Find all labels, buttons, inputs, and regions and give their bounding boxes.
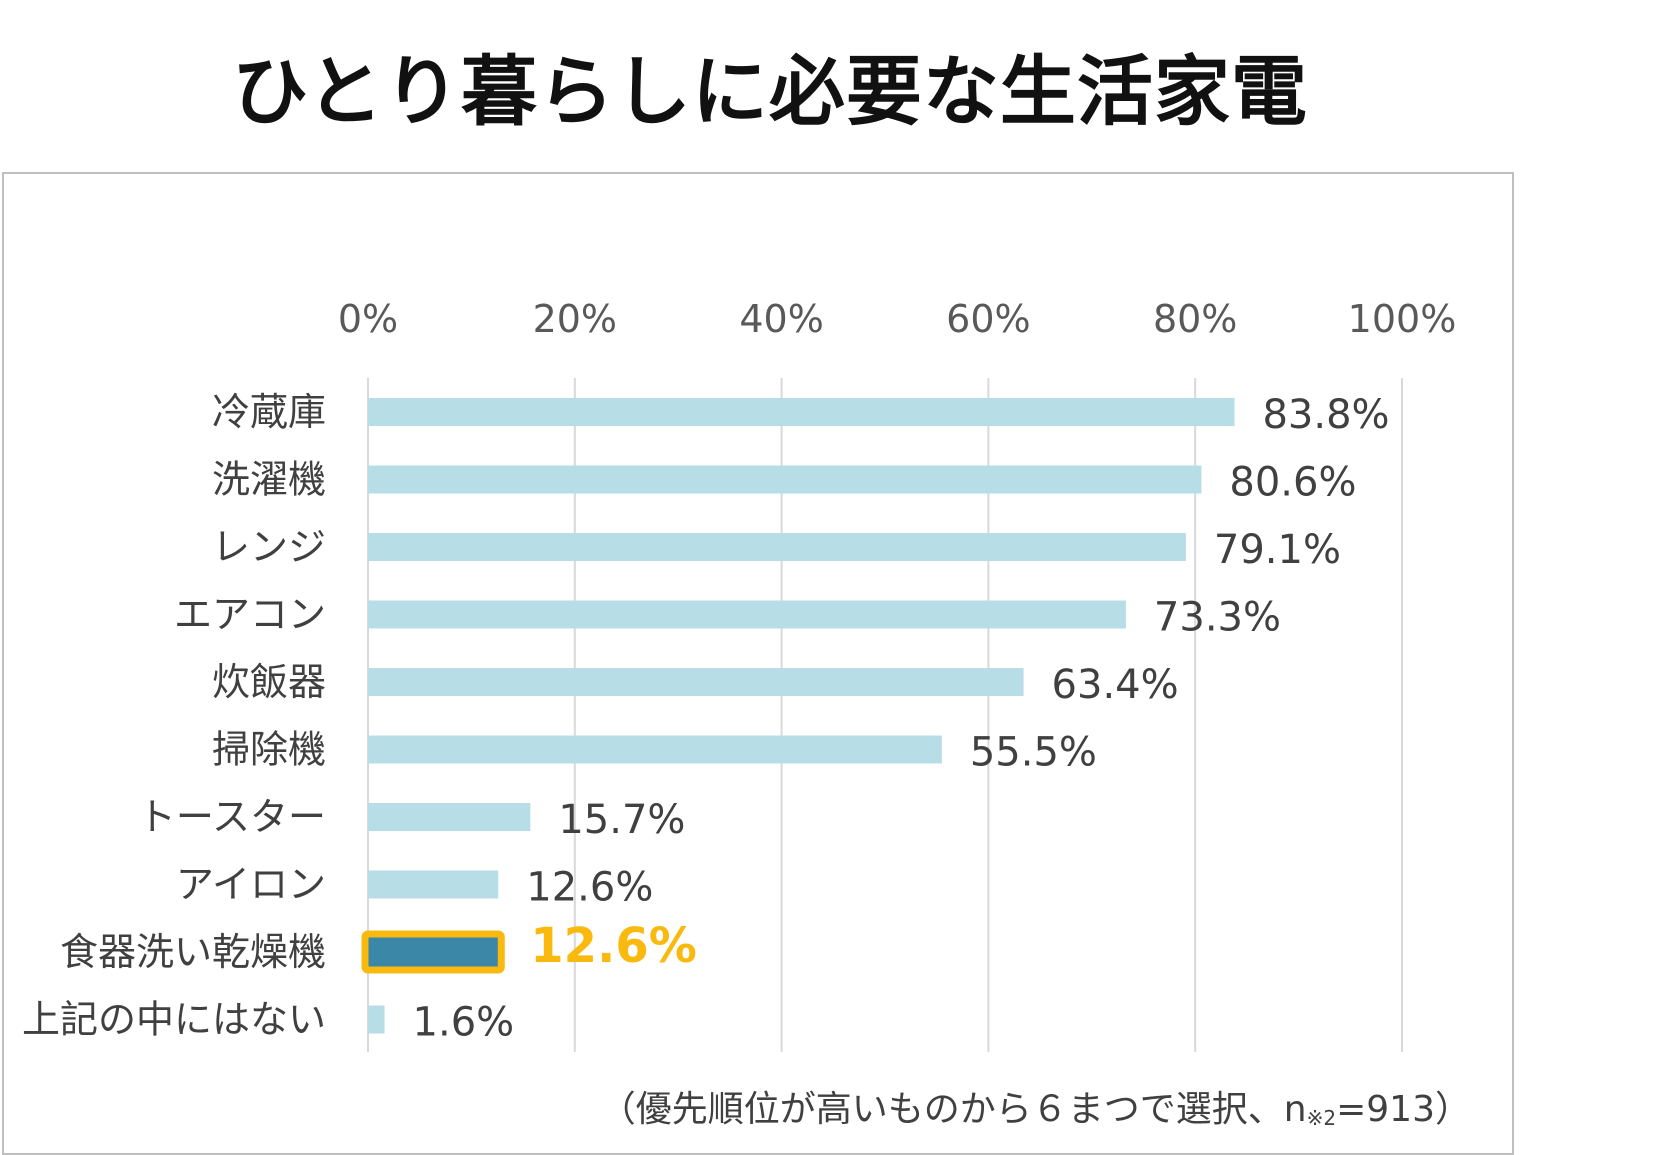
category-label: 上記の中にはない bbox=[22, 998, 326, 1042]
category-label: 食器洗い乾燥機 bbox=[60, 930, 326, 974]
category-label: エアコン bbox=[174, 593, 326, 637]
category-label: 炊飯器 bbox=[212, 660, 326, 704]
bar bbox=[368, 870, 499, 899]
footnote-sub: ※2 bbox=[1306, 1106, 1337, 1130]
bar bbox=[368, 668, 1024, 696]
category-label: 洗濯機 bbox=[212, 458, 326, 502]
value-label: 1.6% bbox=[413, 1000, 515, 1046]
bar bbox=[368, 533, 1186, 561]
x-tick-label: 20% bbox=[533, 297, 617, 341]
value-label: 63.4% bbox=[1052, 662, 1179, 708]
bar bbox=[368, 1005, 385, 1034]
value-label: 55.5% bbox=[970, 730, 1097, 776]
bar bbox=[368, 465, 1202, 494]
x-tick-label: 0% bbox=[338, 297, 398, 341]
category-label: トースター bbox=[138, 795, 326, 839]
category-label: 掃除機 bbox=[212, 728, 326, 772]
bar bbox=[368, 735, 942, 764]
chart-frame bbox=[2, 172, 1514, 1155]
category-label: レンジ bbox=[212, 525, 326, 569]
bar-highlighted bbox=[361, 930, 505, 974]
bar bbox=[368, 398, 1235, 426]
value-label: 79.1% bbox=[1214, 527, 1341, 573]
category-label: 冷蔵庫 bbox=[212, 390, 326, 434]
value-label: 12.6% bbox=[530, 918, 697, 974]
footnote-suffix: =913） bbox=[1336, 1089, 1471, 1130]
chart-title: ひとり暮らしに必要な生活家電 bbox=[232, 47, 1308, 136]
x-tick-label: 100% bbox=[1348, 297, 1457, 341]
bar bbox=[368, 600, 1126, 629]
value-label: 12.6% bbox=[526, 865, 653, 911]
value-label: 80.6% bbox=[1229, 460, 1356, 506]
footnote-prefix: （優先順位が高いものから６まつで選択、n bbox=[599, 1089, 1307, 1130]
chart-footnote: （優先順位が高いものから６まつで選択、n※2=913） bbox=[600, 1080, 1471, 1132]
value-label: 83.8% bbox=[1262, 392, 1389, 438]
x-tick-label: 80% bbox=[1153, 297, 1237, 341]
x-tick-label: 40% bbox=[739, 297, 823, 341]
category-label: アイロン bbox=[176, 863, 326, 907]
bar bbox=[368, 803, 531, 831]
x-tick-label: 60% bbox=[946, 297, 1030, 341]
value-label: 73.3% bbox=[1154, 595, 1281, 641]
value-label: 15.7% bbox=[558, 797, 685, 843]
